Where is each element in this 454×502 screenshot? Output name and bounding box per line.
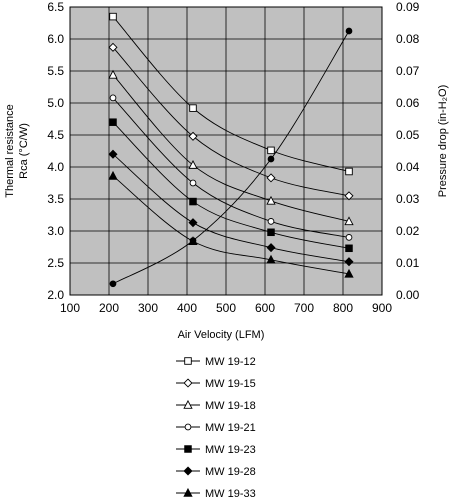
y-axis-right-label: Pressure drop (in-H₂O) [437,85,449,197]
y-right-tick-label: 0.00 [396,288,420,302]
y-right-tick-label: 0.06 [396,96,420,110]
legend-marker [184,445,192,453]
legend-label: MW 19-23 [205,444,256,456]
data-point [189,197,197,206]
data-point [189,179,197,187]
data-point [188,160,198,169]
data-point [345,234,353,241]
y-left-tick-label: 3.0 [47,224,64,238]
pressure-drop-point [267,155,275,163]
series-line [112,74,350,222]
data-point [188,236,198,245]
legend-label: MW 19-33 [205,488,256,500]
data-point [109,94,117,102]
data-point [344,257,354,267]
data-point [345,244,353,253]
legend-marker [184,357,192,365]
data-point [108,170,118,180]
ticks: 100 200 300 400 500 600 700 800 900 2.0 2.5 3.0 3.5 4… [47,0,419,315]
data-point [267,228,275,237]
data-point [266,173,276,183]
series-line [112,97,350,238]
y-right-tick-label: 0.01 [396,256,420,270]
x-tick-label: 700 [294,301,314,315]
pressure-drop-point [345,27,353,35]
x-tick-label: 200 [99,301,119,315]
data-point [108,69,118,79]
data-point [344,216,354,226]
series-line [112,47,350,197]
y-axis-left-label-line1: Thermal resistance [4,104,16,198]
legend: MW 19-12 MW 19-15 MW 19-18 MW 19-21 MW 19-23… [176,356,256,500]
data-point [188,218,198,228]
y-right-tick-label: 0.05 [396,128,420,142]
x-tick-label: 800 [333,301,353,315]
series-line [112,16,350,172]
legend-label: MW 19-15 [205,378,256,390]
data-point [266,195,276,205]
series-line [112,121,350,249]
y-left-tick-label: 6.5 [47,0,64,14]
legend-label: MW 19-18 [205,400,256,412]
y-left-tick-label: 4.0 [47,160,64,174]
legend-marker [184,423,192,431]
pressure-drop-line [112,30,350,285]
x-axis-label: Air Velocity (LFM) [178,329,265,341]
data-point [189,104,197,112]
y-left-tick-label: 5.5 [47,64,64,78]
legend-label: MW 19-28 [205,466,256,478]
x-tick-label: 500 [216,301,236,315]
y-right-tick-label: 0.09 [396,0,420,14]
data-point [345,167,353,176]
series-line [112,175,350,275]
y-axis-left-label-line2: Rca (°C/W) [18,123,30,179]
y-right-tick-label: 0.08 [396,32,420,46]
data-point [109,12,117,21]
x-tick-label: 300 [138,301,158,315]
data-point [266,243,276,253]
legend-marker [183,378,193,388]
pressure-drop-point [109,280,117,288]
data-point [267,218,275,225]
legend-marker [183,466,193,476]
x-tick-label: 600 [255,301,275,315]
data-point [109,118,117,126]
y-right-tick-label: 0.02 [396,224,420,238]
x-tick-label: 100 [60,301,80,315]
legend-marker [183,487,193,497]
series-layer [108,12,354,278]
y-left-tick-label: 4.5 [47,128,64,142]
legend-label: MW 19-12 [205,356,256,368]
x-tick-label: 400 [177,301,197,315]
data-point [108,149,118,159]
y-right-tick-label: 0.07 [396,64,420,78]
data-point [188,131,198,141]
data-point [344,268,354,278]
x-tick-label: 900 [372,301,392,315]
data-point [267,146,275,155]
y-right-tick-label: 0.04 [396,160,420,174]
y-left-tick-label: 6.0 [47,32,64,46]
y-left-tick-label: 5.0 [47,96,64,110]
legend-label: MW 19-21 [205,422,256,434]
y-left-tick-label: 2.0 [47,288,64,302]
y-right-tick-label: 0.03 [396,192,420,206]
data-point [344,191,354,201]
y-left-tick-label: 3.5 [47,192,64,206]
series-line [112,153,350,263]
data-point [266,254,276,264]
data-point [108,42,118,52]
y-left-tick-label: 2.5 [47,256,64,270]
legend-marker [183,399,193,409]
